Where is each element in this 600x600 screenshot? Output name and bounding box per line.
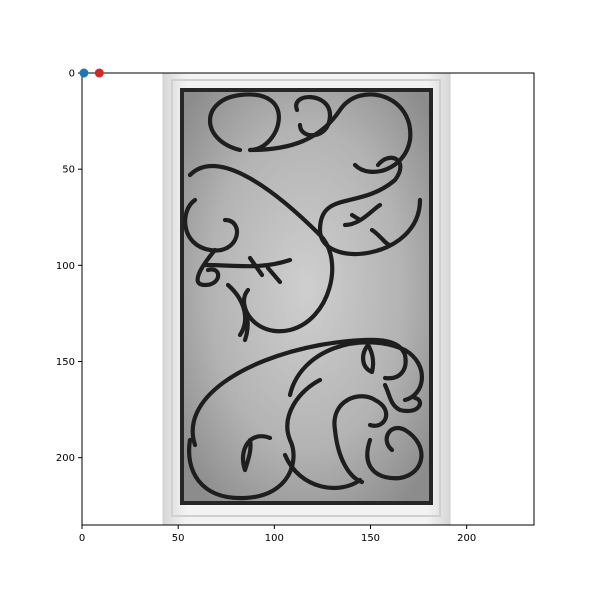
panel-frame-inner bbox=[171, 79, 441, 517]
x-tick-label: 50 bbox=[172, 533, 185, 544]
scatter-points bbox=[79, 68, 104, 78]
x-tick-label: 100 bbox=[265, 533, 284, 544]
scatter-point-series-2 bbox=[94, 68, 104, 78]
door-panel-image bbox=[82, 73, 534, 525]
axes-frame bbox=[81, 72, 535, 526]
x-tick-label: 0 bbox=[79, 533, 85, 544]
x-tick-label: 150 bbox=[361, 533, 380, 544]
y-tick-label: 100 bbox=[56, 261, 75, 272]
y-tick-label: 150 bbox=[56, 357, 75, 368]
iron-scrollwork bbox=[183, 92, 424, 501]
y-tick-label: 50 bbox=[62, 165, 75, 176]
y-axis: 0 50 100 150 200 bbox=[56, 69, 82, 464]
y-tick-label: 0 bbox=[69, 69, 75, 80]
scatter-point-series-1 bbox=[79, 68, 89, 78]
x-tick-label: 200 bbox=[457, 533, 476, 544]
x-axis: 0 50 100 150 200 bbox=[79, 525, 476, 544]
glass-pane bbox=[180, 88, 433, 505]
y-tick-label: 200 bbox=[56, 453, 75, 464]
